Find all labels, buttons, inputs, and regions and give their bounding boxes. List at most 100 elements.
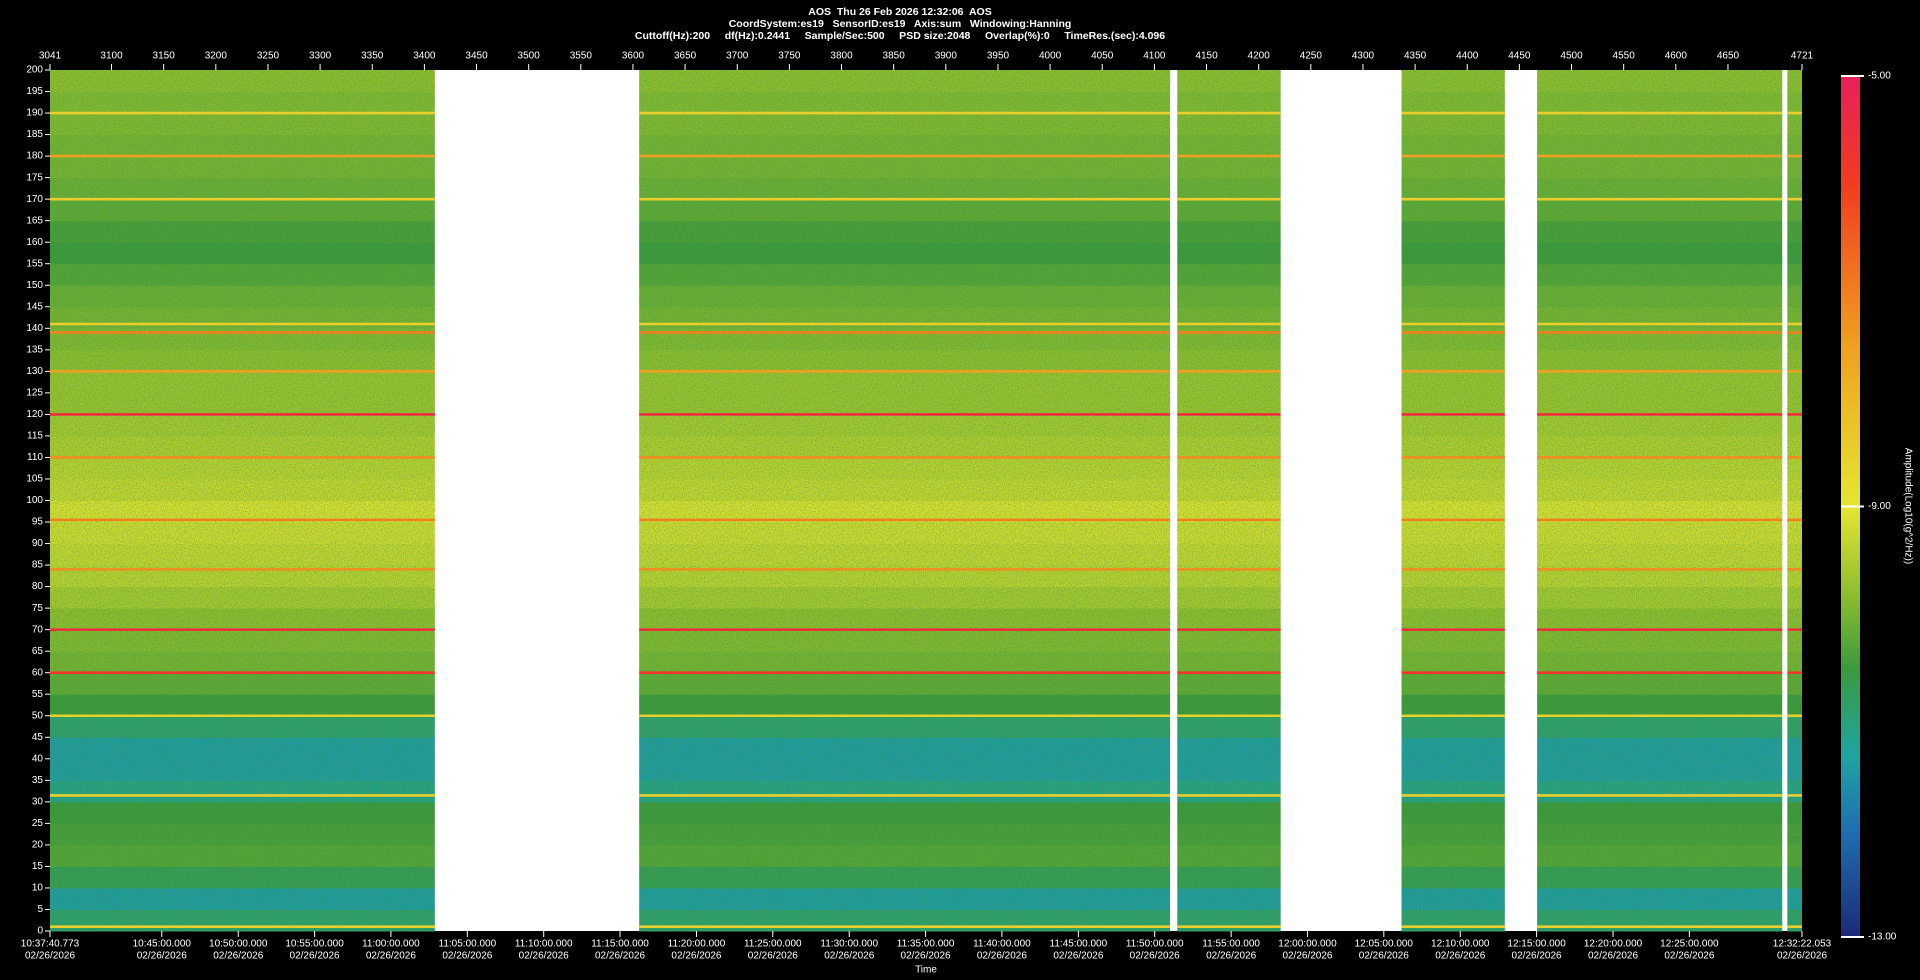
time-tick-label: 12:05:00.000 [1355, 939, 1414, 950]
y-tick-label: 55 [32, 689, 44, 700]
time-tick-date: 02/26/2026 [25, 951, 75, 962]
time-tick-label: 11:45:00.000 [1050, 939, 1108, 950]
time-tick-date: 02/26/2026 [290, 951, 340, 962]
time-tick-label: 12:20:00.000 [1584, 939, 1643, 950]
time-tick-label: 11:35:00.000 [897, 939, 955, 950]
time-tick-label: 11:10:00.000 [515, 939, 573, 950]
y-tick-label: 165 [26, 215, 43, 226]
x-tick-label: 4200 [1248, 51, 1271, 62]
time-tick-label: 11:15:00.000 [591, 939, 649, 950]
y-tick-label: 40 [32, 753, 44, 764]
x-tick-label: 4150 [1195, 51, 1218, 62]
y-tick-label: 190 [26, 108, 43, 119]
title: AOS Thu 26 Feb 2026 12:32:06 AOS [808, 6, 991, 18]
y-tick-label: 15 [32, 861, 44, 872]
y-tick-label: 45 [32, 732, 44, 743]
time-tick-label: 12:32:22.053 [1773, 939, 1832, 950]
y-tick-label: 175 [26, 172, 43, 183]
time-tick-date: 02/26/2026 [1435, 951, 1485, 962]
y-tick-label: 145 [26, 301, 43, 312]
time-tick-date: 02/26/2026 [824, 951, 874, 962]
y-tick-label: 150 [26, 280, 43, 291]
x-tick-label: 3600 [622, 51, 645, 62]
time-tick-label: 12:15:00.000 [1507, 939, 1566, 950]
y-tick-label: 20 [32, 840, 44, 851]
x-tick-label: 3650 [674, 51, 697, 62]
y-tick-label: 200 [26, 65, 43, 76]
subtitle: CoordSystem:es19 SensorID:es19 Axis:sum … [729, 18, 1072, 30]
time-tick-label: 10:45:00.000 [133, 939, 192, 950]
time-tick-label: 11:40:00.000 [973, 939, 1031, 950]
x-tick-label: 4721 [1791, 51, 1814, 62]
x-tick-label: 4500 [1560, 51, 1583, 62]
info: Cuttoff(Hz):200 df(Hz):0.2441 Sample/Sec… [635, 30, 1165, 42]
y-tick-label: 170 [26, 194, 43, 205]
x-tick-label: 4450 [1508, 51, 1531, 62]
time-tick-label: 10:37:40.773 [21, 939, 80, 950]
y-tick-label: 120 [26, 409, 43, 420]
time-tick-date: 02/26/2026 [1777, 951, 1827, 962]
texture [639, 70, 1171, 931]
x-tick-label: 4350 [1404, 51, 1427, 62]
y-tick-label: 110 [27, 452, 43, 463]
time-tick-date: 02/26/2026 [137, 951, 187, 962]
y-tick-label: 0 [37, 926, 43, 937]
time-tick-date: 02/26/2026 [901, 951, 951, 962]
y-tick-label: 85 [32, 560, 44, 571]
colorbar-tick-label: -13.00 [1868, 932, 1897, 943]
y-tick-label: 95 [32, 517, 44, 528]
time-tick-label: 11:25:00.000 [744, 939, 802, 950]
x-tick-label: 3500 [518, 51, 541, 62]
x-tick-label: 3800 [830, 51, 853, 62]
x-tick-label: 3450 [465, 51, 488, 62]
x-tick-label: 3200 [205, 51, 228, 62]
time-tick-date: 02/26/2026 [977, 951, 1027, 962]
y-tick-label: 115 [27, 431, 43, 442]
time-tick-label: 12:25:00.000 [1660, 939, 1719, 950]
x-tick-label: 4100 [1143, 51, 1166, 62]
time-tick-date: 02/26/2026 [366, 951, 416, 962]
y-tick-label: 90 [32, 538, 44, 549]
time-tick-date: 02/26/2026 [1053, 951, 1103, 962]
time-tick-date: 02/26/2026 [519, 951, 569, 962]
y-tick-label: 35 [32, 775, 44, 786]
time-tick-date: 02/26/2026 [1512, 951, 1562, 962]
time-tick-label: 11:00:00.000 [362, 939, 420, 950]
y-tick-label: 80 [32, 581, 44, 592]
time-tick-date: 02/26/2026 [1664, 951, 1714, 962]
time-tick-label: 12:10:00.000 [1431, 939, 1490, 950]
time-tick-label: 12:00:00.000 [1278, 939, 1337, 950]
y-tick-label: 5 [37, 904, 43, 915]
time-tick-date: 02/26/2026 [1130, 951, 1180, 962]
x-tick-label: 4550 [1613, 51, 1636, 62]
colorbar-label: Amplitude(Log10(g^2/Hz)) [1902, 448, 1913, 564]
time-tick-label: 11:30:00.000 [820, 939, 878, 950]
x-tick-label: 4000 [1039, 51, 1062, 62]
time-tick-date: 02/26/2026 [442, 951, 492, 962]
y-tick-label: 50 [32, 710, 44, 721]
y-tick-label: 75 [32, 603, 44, 614]
time-tick-date: 02/26/2026 [748, 951, 798, 962]
y-tick-label: 180 [26, 151, 43, 162]
y-tick-label: 105 [26, 474, 43, 485]
time-tick-label: 11:55:00.000 [1202, 939, 1260, 950]
x-tick-label: 3300 [309, 51, 332, 62]
colorbar-tick-label: -5.00 [1868, 71, 1891, 82]
x-tick-label: 3350 [361, 51, 384, 62]
texture [1537, 70, 1783, 931]
texture [50, 70, 435, 931]
y-tick-label: 160 [26, 237, 43, 248]
y-tick-label: 60 [32, 667, 44, 678]
x-tick-label: 4250 [1300, 51, 1323, 62]
y-tick-label: 125 [26, 388, 43, 399]
x-tick-label: 3100 [100, 51, 123, 62]
time-tick-date: 02/26/2026 [671, 951, 721, 962]
time-tick-date: 02/26/2026 [1588, 951, 1638, 962]
time-tick-date: 02/26/2026 [595, 951, 645, 962]
x-tick-label: 3850 [883, 51, 906, 62]
y-tick-label: 135 [26, 344, 43, 355]
time-tick-label: 11:20:00.000 [668, 939, 726, 950]
y-tick-label: 65 [32, 646, 44, 657]
time-tick-date: 02/26/2026 [1359, 951, 1409, 962]
